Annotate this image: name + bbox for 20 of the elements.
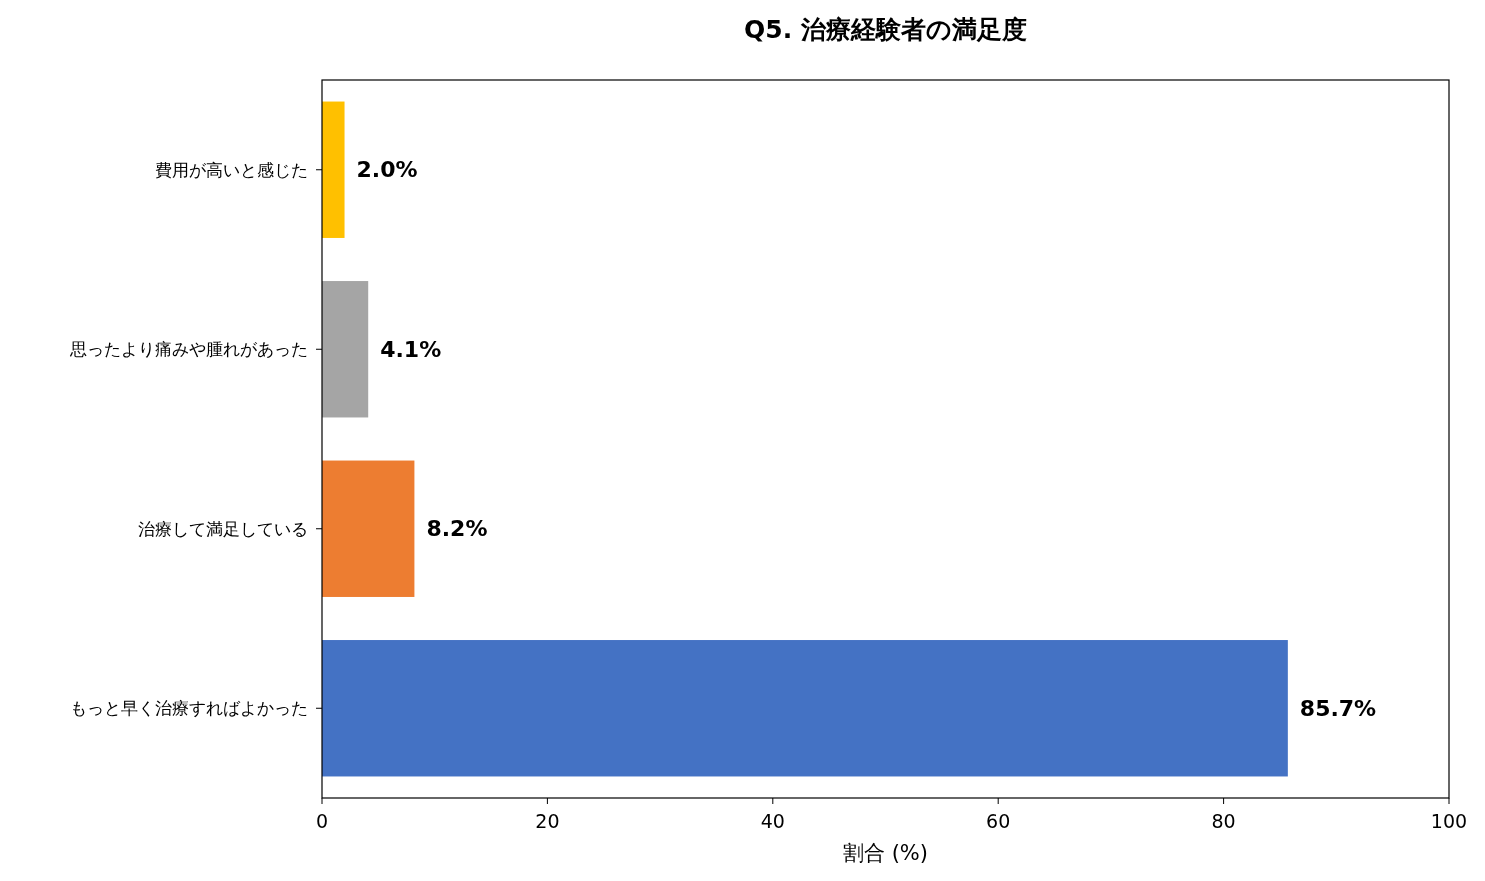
chart-title: Q5. 治療経験者の満足度 — [744, 15, 1027, 44]
bar — [322, 640, 1288, 777]
y-tick-label: もっと早く治療すればよかった — [70, 698, 308, 719]
y-tick-label: 思ったより痛みや腫れがあった — [69, 339, 308, 360]
y-tick-label: 治療して満足している — [138, 518, 308, 539]
data-label: 85.7% — [1299, 695, 1377, 721]
bar — [322, 460, 415, 597]
x-tick-label: 0 — [315, 810, 329, 832]
x-tick-label: 40 — [760, 810, 785, 832]
x-tick-label: 100 — [1430, 810, 1468, 832]
bar — [322, 281, 369, 418]
x-tick-label: 20 — [535, 810, 560, 832]
data-label: 2.0% — [356, 157, 418, 183]
x-tick-label: 60 — [986, 810, 1011, 832]
y-tick-label: 費用が高いと感じた — [155, 159, 308, 180]
x-tick-label: 80 — [1211, 810, 1236, 832]
x-axis-title: 割合 (%) — [842, 841, 929, 865]
data-label: 4.1% — [380, 336, 442, 362]
data-label: 8.2% — [426, 516, 488, 542]
bar — [322, 101, 345, 238]
